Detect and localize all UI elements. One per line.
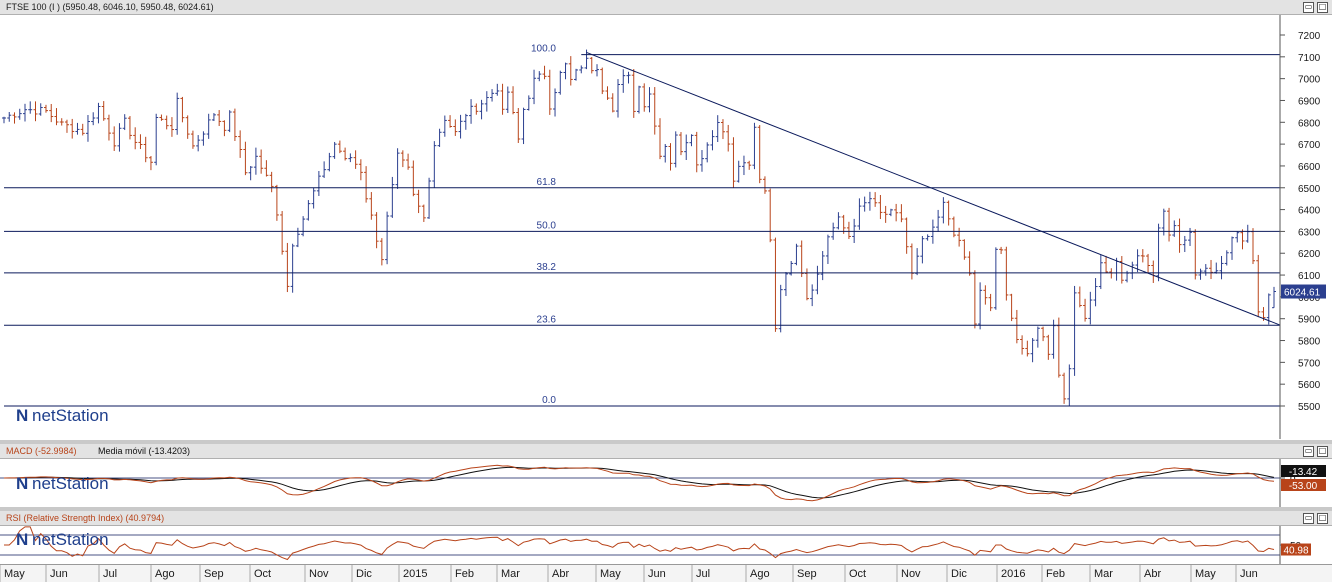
y-tick-label: 6500 [1298,184,1321,195]
fib-level-label: 61.8 [537,177,557,188]
macd-ma-value-tag [1281,465,1326,477]
last-price-tag [1281,284,1326,299]
y-tick-label: 5500 [1298,402,1321,413]
macd-ma-value: -13.42 [1289,467,1318,478]
y-tick-label: 6800 [1298,118,1321,129]
rsi-chart[interactable]: 5040.98 N netStation [0,526,1332,564]
macd-signal-line [4,466,1275,499]
x-tick-label: Nov [901,568,921,580]
rsi-line [4,526,1275,561]
fib-level-label: 0.0 [542,395,556,406]
price-chart[interactable]: 100.0 61.8 50.0 38.2 23.6 0.0 7200 7100 7000 690… [0,15,1332,439]
maximize-icon[interactable]: □ [1317,2,1328,13]
x-tick-label: Dic [356,568,372,580]
x-tick-label: May [1195,568,1216,580]
y-tick-label: 6300 [1298,227,1321,238]
y-tick-label: 6700 [1298,140,1321,151]
x-tick-label: Feb [1046,568,1065,580]
x-tick-label: Abr [1144,568,1161,580]
main-chart-title: FTSE 100 (I ) (5950.48, 6046.10, 5950.48… [6,2,214,12]
netstation-logo: N netStation [16,530,109,549]
netstation-logo-mark: N [16,530,28,549]
netstation-watermark: netStation [32,406,109,425]
netstation-logo-mark: N [16,474,28,493]
macd-line [3,464,1275,502]
rsi-title: RSI (Relative Strength Index) (40.9794) [6,513,165,523]
netstation-watermark: netStation [32,474,109,493]
x-tick-label: Oct [849,568,866,580]
x-tick-label: Jun [1240,568,1258,580]
y-tick-label: 6900 [1298,96,1321,107]
x-tick-label: Feb [455,568,474,580]
x-tick-label: May [600,568,621,580]
restore-icon[interactable]: ▭ [1303,446,1314,457]
rsi-value: 40.98 [1283,546,1308,557]
x-tick-label: Mar [501,568,520,580]
panel-separator[interactable] [0,507,1332,511]
maximize-icon[interactable]: □ [1317,513,1328,524]
x-tick-label: Jun [50,568,68,580]
fib-level-label: 100.0 [531,44,556,55]
macd-title: MACD (-52.9984) [6,446,77,456]
restore-icon[interactable]: ▭ [1303,513,1314,524]
x-tick-label: Oct [254,568,271,580]
y-tick-label: 6600 [1298,162,1321,173]
x-tick-label: Ago [750,568,770,580]
fib-level-label: 23.6 [537,314,557,325]
macd-chart[interactable]: 0-13.42-53.00 N netStation [0,459,1332,507]
netstation-logo: N netStation [16,406,109,425]
y-tick-label: 5900 [1298,315,1321,326]
y-tick-label: 6200 [1298,249,1321,260]
rsi-panel-titlebar: RSI (Relative Strength Index) (40.9794) … [0,511,1332,526]
x-tick-label: May [4,568,25,580]
macd-panel-titlebar: MACD (-52.9984) Media móvil (-13.4203) ▭… [0,444,1332,459]
x-tick-label: Jul [103,568,117,580]
macd-value: -53.00 [1289,481,1318,492]
main-panel-titlebar: FTSE 100 (I ) (5950.48, 6046.10, 5950.48… [0,0,1332,15]
y-tick-label: 7100 [1298,53,1321,64]
macd-value-tag [1281,479,1326,491]
time-axis: May Jun Jul Ago Sep Oct Nov Dic 2015 Feb Mar Abr May… [0,564,1332,582]
y-tick-label: 6400 [1298,206,1321,217]
y-tick-label: 5700 [1298,358,1321,369]
last-price-label: 6024.61 [1284,288,1321,299]
y-tick-label: 7200 [1298,31,1321,42]
x-tick-label: 2016 [1001,568,1025,580]
x-tick-label: Ago [155,568,175,580]
netstation-logo: N netStation [16,474,109,493]
y-tick-label: 5800 [1298,337,1321,348]
fib-level-label: 50.0 [537,220,557,231]
netstation-watermark: netStation [32,530,109,549]
x-tick-label: Nov [309,568,329,580]
x-tick-label: Sep [797,568,817,580]
x-tick-label: Jul [696,568,710,580]
y-tick-label: 6100 [1298,271,1321,282]
y-tick-label: 7000 [1298,75,1321,86]
x-tick-label: Dic [951,568,967,580]
rsi-value-tag [1281,543,1311,556]
x-tick-label: Mar [1094,568,1113,580]
trendline [586,51,1281,326]
y-tick-label: 5600 [1298,380,1321,391]
x-tick-label: Abr [552,568,569,580]
x-tick-label: Sep [204,568,224,580]
maximize-icon[interactable]: □ [1317,446,1328,457]
restore-icon[interactable]: ▭ [1303,2,1314,13]
x-tick-label: Jun [648,568,666,580]
panel-separator[interactable] [0,440,1332,444]
macd-ma-title: Media móvil (-13.4203) [98,446,191,456]
fib-level-label: 38.2 [537,262,557,273]
netstation-logo-mark: N [16,406,28,425]
x-tick-label: 2015 [403,568,427,580]
